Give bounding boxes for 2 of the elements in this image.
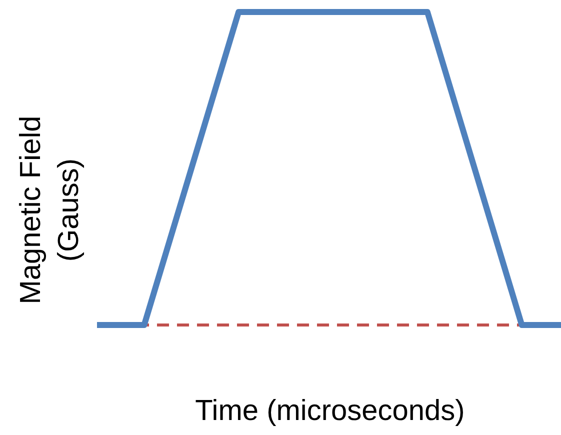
x-axis-title: Time (microseconds)	[195, 395, 465, 427]
y-axis-title: Magnetic Field (Gauss)	[15, 116, 85, 304]
